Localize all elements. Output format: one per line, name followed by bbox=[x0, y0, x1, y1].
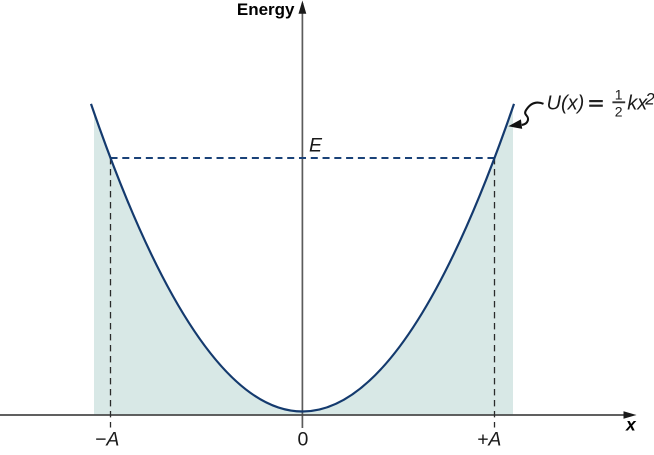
svg-text:E: E bbox=[309, 135, 323, 157]
svg-text:x: x bbox=[625, 415, 637, 435]
svg-text:−A: −A bbox=[95, 429, 119, 451]
svg-text:Energy: Energy bbox=[237, 0, 295, 19]
svg-text:1: 1 bbox=[615, 87, 623, 103]
svg-text:kx: kx bbox=[627, 93, 648, 115]
svg-text:U(x): U(x) bbox=[547, 93, 585, 115]
svg-text:2: 2 bbox=[615, 104, 623, 120]
svg-text:+A: +A bbox=[477, 429, 501, 451]
svg-text:0: 0 bbox=[298, 429, 309, 451]
svg-text:2: 2 bbox=[644, 90, 654, 109]
